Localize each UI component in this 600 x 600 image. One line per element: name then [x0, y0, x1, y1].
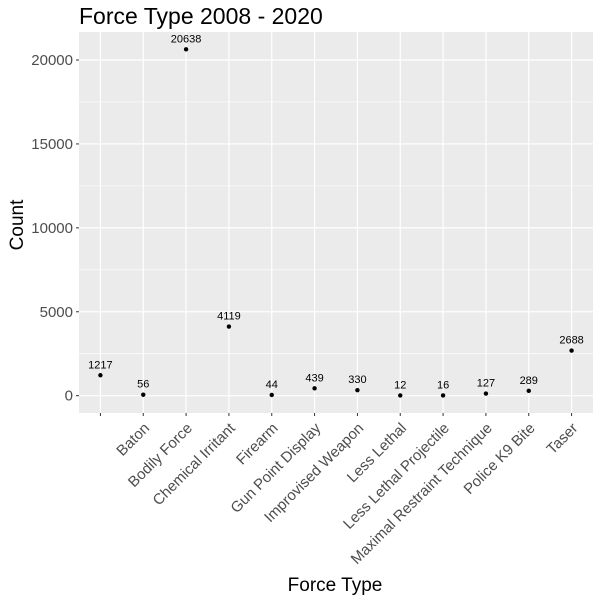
major-gridlines — [79, 32, 593, 413]
y-tick-label: 20000 — [31, 52, 73, 69]
data-point — [226, 324, 232, 329]
data-point — [355, 387, 360, 393]
data-label: 44 — [266, 379, 278, 391]
data-label: 56 — [137, 379, 149, 391]
data-point — [98, 373, 103, 378]
plot-panel — [79, 32, 593, 413]
data-point — [183, 47, 189, 52]
data-label: 2688 — [559, 335, 583, 347]
data-labels: 1217 56 20638 4119 44 439 330 12 16 127 289 2688 — [88, 33, 584, 391]
y-tick-label: 15000 — [31, 136, 73, 153]
data-label: 1217 — [88, 359, 112, 371]
x-axis-title: Force Type — [288, 575, 383, 596]
data-label: 289 — [520, 375, 538, 387]
y-axis: 0 5000 10000 15000 20000 — [31, 52, 79, 405]
data-label: 12 — [394, 379, 406, 391]
data-point — [440, 393, 446, 398]
data-label: 330 — [348, 374, 366, 386]
data-point — [269, 392, 274, 398]
y-tick-label: 0 — [65, 388, 73, 405]
minor-gridlines — [79, 101, 593, 355]
data-point — [141, 392, 146, 397]
data-point — [483, 391, 489, 396]
data-point — [569, 348, 574, 353]
y-tick-label: 5000 — [40, 304, 73, 321]
data-point — [526, 388, 531, 394]
data-label: 16 — [437, 379, 449, 391]
data-label: 439 — [305, 372, 323, 384]
data-label: 4119 — [217, 311, 241, 323]
chart-title: Force Type 2008 - 2020 — [79, 3, 323, 29]
data-point — [312, 386, 317, 391]
data-point — [398, 393, 403, 398]
data-label: 20638 — [171, 33, 202, 45]
data-label: 127 — [477, 378, 495, 390]
y-axis-title: Count — [7, 199, 28, 250]
x-tick-label: Baton — [113, 420, 153, 460]
x-tick-label: Taser — [543, 420, 581, 458]
data-points — [98, 47, 574, 398]
y-tick-label: 10000 — [31, 220, 73, 237]
